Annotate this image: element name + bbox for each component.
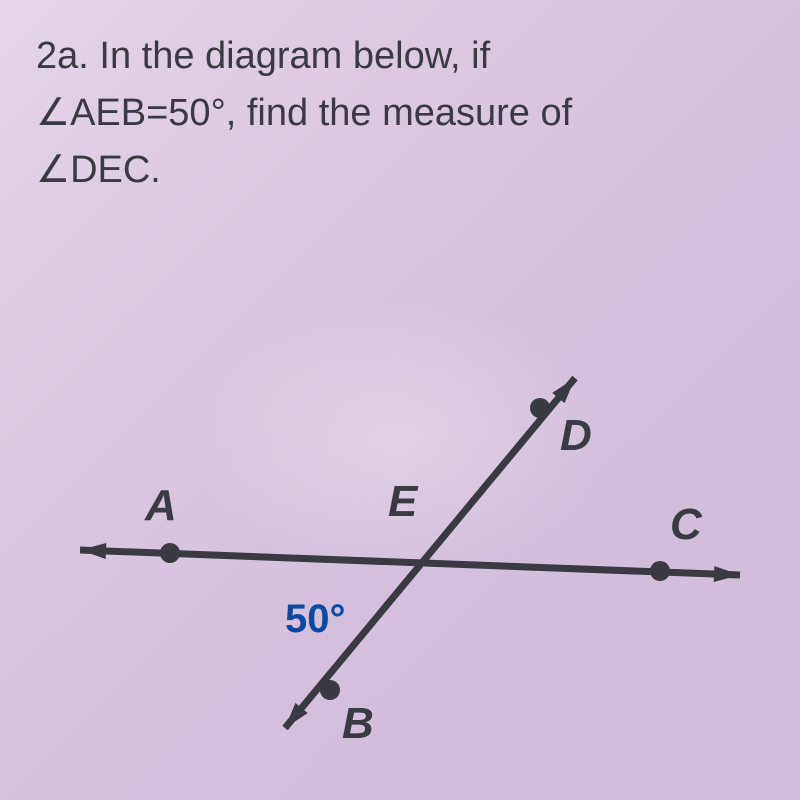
svg-text:E: E (388, 477, 419, 526)
svg-text:D: D (560, 411, 592, 460)
diagram-svg: A C B D E 50° (40, 320, 760, 760)
problem-line-3: ∠DEC. (36, 142, 772, 199)
problem-line-2: ∠AEB=50°, find the measure of (36, 85, 772, 142)
problem-line-1: 2a. In the diagram below, if (36, 28, 772, 85)
problem-statement: 2a. In the diagram below, if ∠AEB=50°, f… (36, 28, 772, 199)
svg-text:B: B (342, 699, 374, 748)
svg-text:A: A (144, 481, 177, 530)
svg-text:50°: 50° (285, 597, 346, 641)
geometry-diagram: A C B D E 50° (40, 320, 760, 760)
svg-text:C: C (670, 500, 703, 549)
